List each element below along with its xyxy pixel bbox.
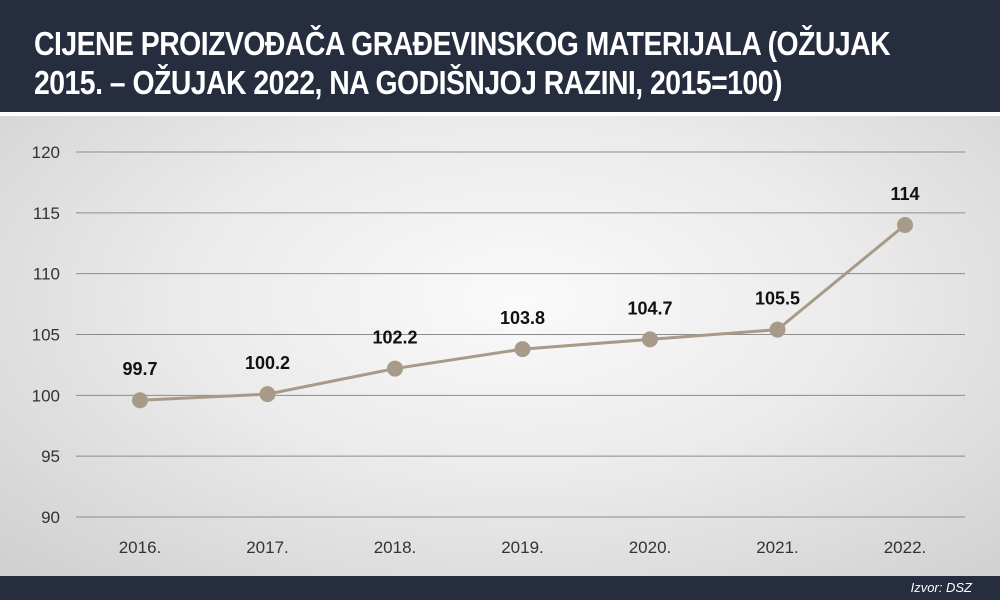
y-axis-tick-labels: 120 115 110 105 100 95 90 <box>32 143 60 527</box>
x-axis-tick-labels: 2016. 2017. 2018. 2019. 2020. 2021. 2022. <box>119 538 927 557</box>
chart-title-line-2: 2015. – OŽUJAK 2022, NA GODIŠNJOJ RAZINI… <box>34 64 782 101</box>
y-tick-label: 105 <box>32 326 60 345</box>
source-note: Izvor: DSZ <box>910 580 972 595</box>
x-tick-label: 2019. <box>501 538 544 557</box>
y-tick-label: 115 <box>33 204 60 223</box>
y-tick-label: 100 <box>32 386 60 405</box>
grid-lines <box>76 151 965 518</box>
data-label: 114 <box>890 184 919 204</box>
data-label: 103.8 <box>500 308 545 328</box>
x-tick-label: 2021. <box>756 538 799 557</box>
data-point <box>769 321 786 338</box>
markers <box>132 217 913 409</box>
data-point <box>514 341 531 358</box>
y-tick-label: 120 <box>32 143 60 162</box>
chart-title-line-1: CIJENE PROIZVOĐAČA GRAĐEVINSKOG MATERIJA… <box>34 25 891 62</box>
data-point <box>132 392 148 409</box>
x-tick-label: 2017. <box>246 538 289 557</box>
y-tick-label: 110 <box>33 265 60 284</box>
footer-bar: Izvor: DSZ <box>0 576 1000 600</box>
data-label: 102.2 <box>372 328 417 348</box>
y-tick-label: 95 <box>41 447 60 466</box>
x-tick-label: 2020. <box>629 538 672 557</box>
x-tick-label: 2016. <box>119 538 162 557</box>
data-point <box>259 386 276 403</box>
chart-title: CIJENE PROIZVOĐAČA GRAĐEVINSKOG MATERIJA… <box>34 24 1000 102</box>
chart-area: 120 115 110 105 100 95 90 2016. 2017. 2018. 2019.… <box>0 116 1000 576</box>
data-labels: 99.7 100.2 102.2 103.8 104.7 105.5 114 <box>122 184 919 379</box>
y-tick-label: 90 <box>41 508 60 527</box>
line-chart: 120 115 110 105 100 95 90 2016. 2017. 2018. 2019.… <box>32 143 965 557</box>
data-point <box>387 360 403 377</box>
data-point <box>897 217 913 233</box>
data-label: 99.7 <box>122 359 157 379</box>
header-banner: CIJENE PROIZVOĐAČA GRAĐEVINSKOG MATERIJA… <box>0 0 1000 112</box>
data-label: 104.7 <box>627 298 672 318</box>
data-label: 105.5 <box>755 289 800 309</box>
data-label: 100.2 <box>245 353 290 373</box>
x-tick-label: 2022. <box>884 538 927 557</box>
data-point <box>642 331 658 348</box>
x-tick-label: 2018. <box>374 538 417 557</box>
